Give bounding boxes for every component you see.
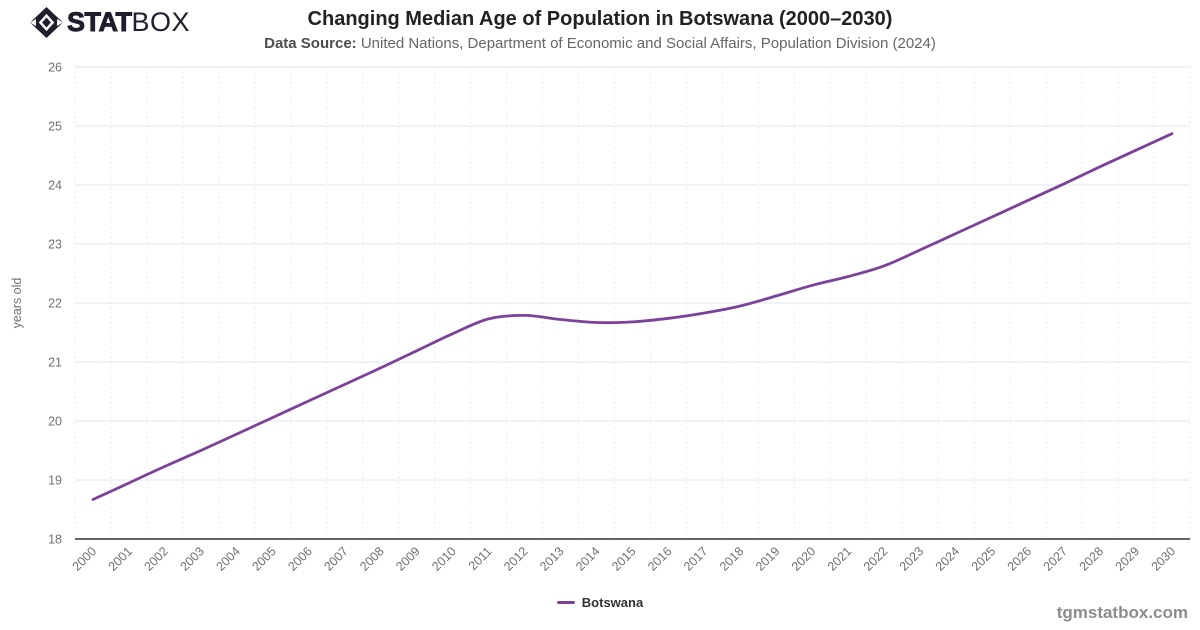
x-tick-label: 2023 bbox=[897, 544, 927, 574]
x-tick-label: 2018 bbox=[717, 544, 747, 574]
x-tick-label: 2008 bbox=[357, 544, 387, 574]
x-tick-label: 2020 bbox=[789, 544, 819, 574]
y-tick-label: 21 bbox=[48, 356, 62, 370]
legend-label: Botswana bbox=[581, 595, 644, 610]
y-tick-label: 20 bbox=[48, 415, 62, 429]
x-tick-label: 2006 bbox=[285, 544, 315, 574]
statbox-diamond-icon bbox=[30, 7, 63, 38]
x-tick-label: 2010 bbox=[429, 544, 459, 574]
x-tick-label: 2019 bbox=[753, 544, 783, 574]
y-tick-label: 26 bbox=[48, 61, 62, 75]
x-tick-label: 2026 bbox=[1005, 544, 1035, 574]
x-tick-label: 2027 bbox=[1041, 544, 1071, 574]
y-tick-label: 18 bbox=[48, 533, 62, 547]
statbox-logo: STATBOX bbox=[30, 7, 190, 38]
y-tick-label: 24 bbox=[48, 179, 62, 193]
watermark-url: tgmstatbox.com bbox=[1056, 603, 1188, 622]
x-tick-label: 2025 bbox=[969, 544, 999, 574]
x-tick-label: 2003 bbox=[177, 544, 207, 574]
x-tick-label: 2005 bbox=[249, 544, 279, 574]
x-tick-label: 2013 bbox=[537, 544, 567, 574]
x-tick-label: 2016 bbox=[645, 544, 675, 574]
x-tick-label: 2009 bbox=[393, 544, 423, 574]
y-tick-label: 25 bbox=[48, 120, 62, 134]
series-line-botswana[interactable] bbox=[91, 132, 1174, 501]
x-tick-label: 2028 bbox=[1077, 544, 1107, 574]
legend-line-swatch bbox=[556, 601, 575, 604]
x-tick-label: 2014 bbox=[573, 544, 603, 574]
x-tick-label: 2029 bbox=[1113, 544, 1143, 574]
legend[interactable]: Botswana bbox=[0, 595, 1200, 610]
x-tick-label: 2012 bbox=[501, 544, 531, 574]
logo-box-text: BOX bbox=[131, 7, 191, 37]
x-tick-label: 2024 bbox=[933, 544, 963, 574]
y-axis-title: years old bbox=[10, 278, 24, 329]
y-tick-label: 19 bbox=[48, 474, 62, 488]
x-tick-label: 2007 bbox=[321, 544, 351, 574]
x-tick-label: 2000 bbox=[70, 544, 100, 574]
logo-stat-text: STAT bbox=[67, 7, 133, 38]
x-tick-label: 2001 bbox=[106, 544, 136, 574]
x-tick-label: 2022 bbox=[861, 544, 891, 574]
x-tick-label: 2015 bbox=[609, 544, 639, 574]
y-tick-label: 22 bbox=[48, 297, 62, 311]
x-tick-label: 2004 bbox=[213, 544, 243, 574]
statbox-wordmark: STATBOX bbox=[67, 7, 190, 38]
x-tick-label: 2021 bbox=[825, 544, 855, 574]
x-tick-label: 2011 bbox=[466, 544, 495, 573]
x-tick-label: 2017 bbox=[681, 544, 711, 574]
x-tick-label: 2002 bbox=[141, 544, 171, 574]
x-tick-label: 2030 bbox=[1149, 544, 1179, 574]
y-tick-label: 23 bbox=[48, 238, 62, 252]
